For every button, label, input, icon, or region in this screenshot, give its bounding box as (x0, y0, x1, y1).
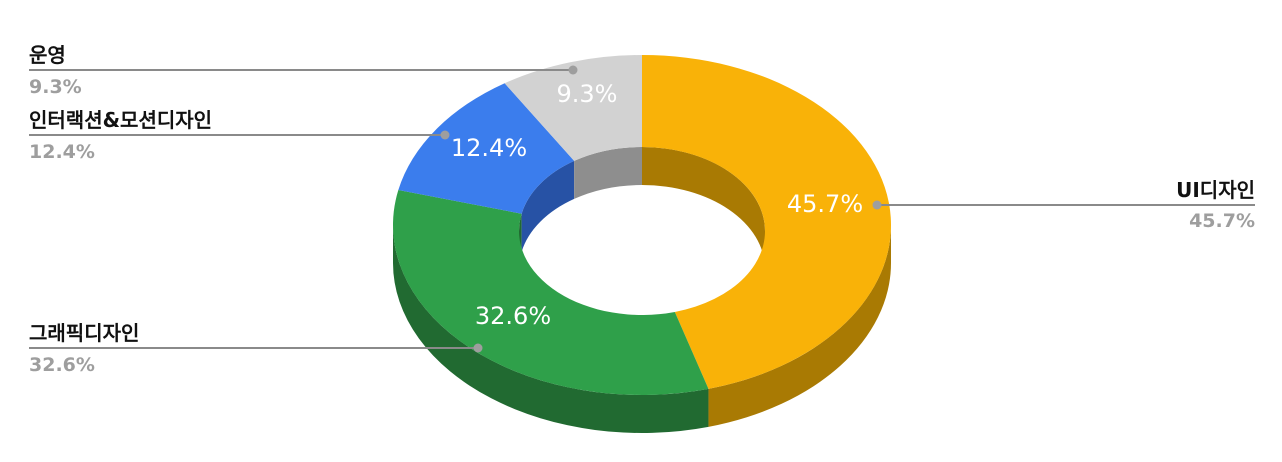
slice-labels: 45.7% 32.6% 12.4% 9.3% (451, 80, 863, 330)
slice-1-percent-label: 32.6% (475, 302, 551, 330)
slice-3-legend-name: 운영 (29, 43, 66, 67)
side-legend: UI디자인 45.7% 그래픽디자인 32.6% 인터랙션&모션디자인 12.4% 운영 9.… (29, 43, 1255, 376)
slice-0-leader-dot (872, 200, 882, 210)
slice-2-percent-label: 12.4% (451, 134, 527, 162)
slice-1-legend-value: 32.6% (29, 354, 95, 376)
slice-1-top (392, 190, 709, 395)
slice-2-legend-value: 12.4% (29, 141, 95, 163)
slice-3-percent-label: 9.3% (557, 80, 618, 108)
slice-3-hole-wall-1 (574, 147, 642, 199)
slice-3-top (504, 55, 642, 161)
slice-tops (392, 55, 892, 395)
slice-2-top (398, 83, 575, 214)
slice-0-percent-label: 45.7% (787, 190, 863, 218)
slice-2-hole-wall-1 (521, 160, 575, 252)
slice-3-leader-dot (568, 65, 578, 75)
slice-0-side (708, 225, 891, 427)
slice-3-legend-value: 9.3% (29, 76, 82, 98)
slice-2-leader-dot (440, 130, 450, 140)
slice-1-legend-name: 그래픽디자인 (29, 321, 139, 345)
slice-0-top (642, 55, 892, 389)
slice-1-leader-dot (473, 343, 483, 353)
slice-0-legend-value: 45.7% (1189, 210, 1255, 232)
slice-0-legend-name: UI디자인 (1176, 178, 1255, 202)
slice-1-side (393, 225, 709, 433)
slice-0-hole-wall-0 (642, 147, 765, 269)
slice-sides (393, 225, 891, 433)
slice-2-legend-name: 인터랙션&모션디자인 (29, 108, 212, 132)
